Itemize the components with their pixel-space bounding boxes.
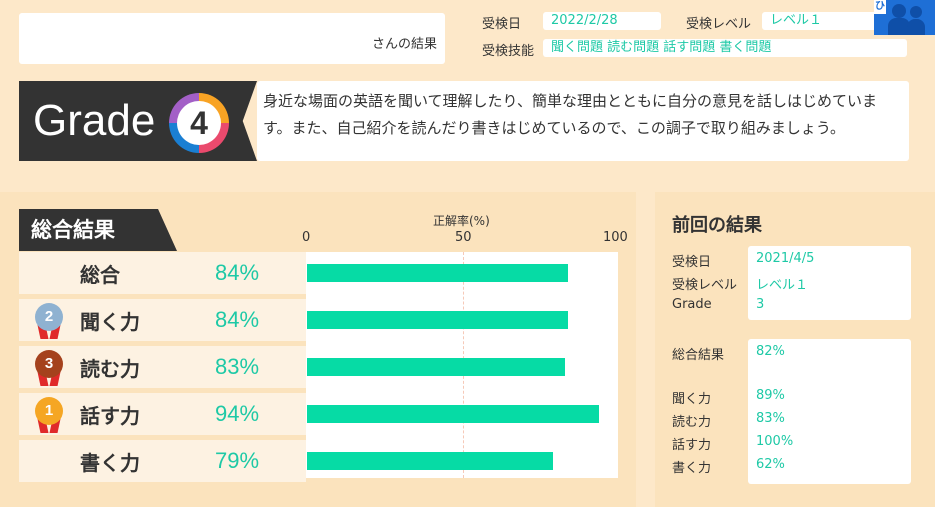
result-row-label-cell [19,393,306,435]
row-name: 聞く力 [80,310,140,334]
axis-tick-100: 100 [603,230,628,245]
grade-badge: Grade 4 [19,81,257,161]
row-percentage: 83% [215,354,260,379]
row-name: 話す力 [80,404,140,428]
bar-話す力 [307,405,600,423]
axis-tick-50: 50 [455,230,472,245]
row-percentage: 84% [215,260,260,285]
exam-level-label: 受検レベル [686,17,752,32]
skills-label: 受検技能 [482,44,535,59]
overall-results-tab: 総合結果 [19,209,177,251]
previous-date-value: 2021/4/5 [756,251,815,266]
row-name: 総合 [80,263,120,287]
grade-word: Grade [33,96,156,145]
axis-title: 正解率(%) [433,214,490,228]
bar-総合 [307,264,569,282]
skills-value: 聞く問題 読む問題 話す問題 書く問題 [543,39,907,57]
rank-medal-icon: 1 [34,397,64,433]
previous-reading-label: 読む力 [672,415,712,430]
previous-writing-label: 書く力 [672,461,712,476]
row-name: 読む力 [80,357,140,381]
previous-listening-value: 89% [756,388,785,403]
grade-number: 4 [177,101,221,145]
previous-grade-label: Grade [672,297,712,312]
previous-overall-label: 総合結果 [672,348,725,363]
corner-tag: ひ [874,0,886,14]
previous-overall-value: 82% [756,344,785,359]
medal-rank: 1 [35,397,63,425]
exam-date-label: 受検日 [482,17,522,32]
previous-level-value: レベル１ [756,278,809,293]
previous-speaking-value: 100% [756,434,794,449]
bar-読む力 [307,358,566,376]
rank-medal-icon: 3 [34,350,64,386]
previous-level-label: 受検レベル [672,278,738,293]
grade-comment: 身近な場面の英語を聞いて理解したり、簡単な理由とともに自分の意見を話しはじめてい… [257,81,909,161]
result-row-label-cell [19,440,306,482]
previous-listening-label: 聞く力 [672,392,712,407]
previous-date-label: 受検日 [672,255,712,270]
previous-speaking-label: 話す力 [672,438,712,453]
row-percentage: 84% [215,307,260,332]
result-row-label-cell [19,252,306,294]
bar-聞く力 [307,311,569,329]
medal-rank: 2 [35,303,63,331]
exam-level-value: レベル１ [762,12,882,30]
family-icon: ひ [874,0,935,35]
previous-grade-value: 3 [756,297,765,312]
exam-date-value: 2022/2/28 [543,12,661,30]
bar-書く力 [307,452,553,470]
previous-title: 前回の結果 [672,215,762,236]
rank-medal-icon: 2 [34,303,64,339]
medal-rank: 3 [35,350,63,378]
row-name: 書く力 [80,451,140,475]
name-suffix: さんの結果 [371,37,437,52]
previous-scores-box [748,339,911,484]
row-percentage: 94% [215,401,260,426]
student-name-box: さんの結果 [19,13,445,64]
axis-tick-0: 0 [302,230,311,245]
grade-number-circle: 4 [169,93,229,153]
row-percentage: 79% [215,448,260,473]
previous-writing-value: 62% [756,457,785,472]
previous-meta-box [748,246,911,320]
result-row-label-cell [19,346,306,388]
previous-reading-value: 83% [756,411,785,426]
result-row-label-cell [19,299,306,341]
